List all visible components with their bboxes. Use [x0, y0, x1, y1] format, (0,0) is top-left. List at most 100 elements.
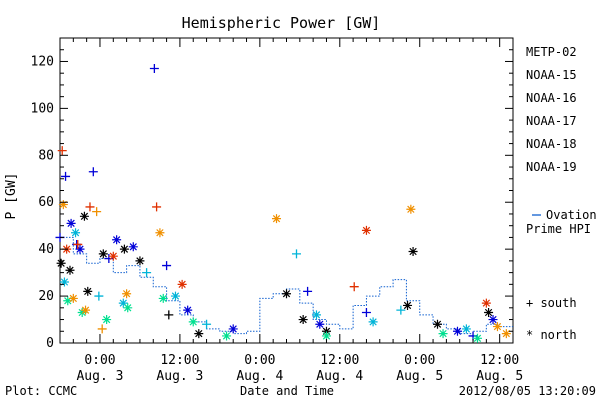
star-marker — [63, 296, 73, 306]
plus-marker — [202, 319, 212, 329]
star-marker — [71, 228, 81, 238]
star-marker — [361, 225, 371, 235]
star-marker — [484, 308, 494, 317]
star-marker — [65, 265, 75, 275]
x-axis-label: Date and Time — [240, 384, 334, 398]
plus-marker — [361, 308, 371, 317]
plus-marker — [88, 167, 98, 177]
star-marker — [298, 315, 308, 325]
plus-marker — [291, 249, 301, 259]
plus-marker — [73, 239, 83, 249]
star-marker — [155, 228, 165, 238]
star-marker — [108, 251, 118, 261]
legend-entry-noaa-18: NOAA-18 — [526, 137, 577, 151]
ovation-legend-line1: Ovation — [546, 208, 597, 222]
plus-marker — [303, 286, 313, 296]
star-marker — [123, 303, 133, 313]
star-marker — [75, 244, 85, 254]
x-tick-date-label: Aug. 3 — [76, 369, 123, 384]
x-tick-time-label: 12:00 — [480, 353, 519, 368]
star-marker — [83, 286, 93, 296]
star-marker — [321, 331, 331, 341]
star-marker — [433, 319, 442, 329]
star-marker — [170, 291, 180, 301]
series-noaa-17 — [63, 293, 482, 343]
star-marker — [406, 204, 416, 214]
star-marker — [112, 235, 122, 245]
footer-timestamp: 2012/08/05 13:20:09 — [459, 384, 596, 398]
star-marker — [321, 326, 331, 336]
star-marker — [438, 329, 448, 339]
legend-entry-metp-02: METP-02 — [526, 45, 577, 59]
star-marker — [315, 319, 325, 329]
star-marker — [158, 293, 168, 303]
x-tick-date-label: Aug. 3 — [156, 369, 203, 384]
star-marker — [122, 289, 132, 299]
series-noaa-15 — [55, 64, 498, 341]
star-marker — [222, 331, 232, 341]
series-legend: METP-02 NOAA-15 NOAA-16 NOAA-17 NOAA-18 NOAA-… — [526, 45, 597, 342]
star-marker — [461, 324, 471, 334]
x-tick-date-label: Aug. 4 — [316, 369, 363, 384]
star-marker — [311, 310, 321, 320]
star-marker — [98, 249, 108, 259]
legend-entry-noaa-19: NOAA-19 — [526, 160, 577, 174]
star-marker — [408, 247, 418, 256]
plus-marker — [97, 324, 107, 334]
star-marker — [79, 211, 89, 221]
legend-entry-noaa-16: NOAA-16 — [526, 91, 577, 105]
x-tick-date-label: Aug. 5 — [396, 369, 443, 384]
star-marker — [56, 258, 66, 268]
y-tick-label: 100 — [31, 101, 54, 116]
x-tick-time-label: 0:00 — [404, 353, 435, 368]
star-marker — [403, 300, 413, 310]
star-marker — [177, 279, 187, 289]
star-marker — [68, 293, 78, 303]
plus-marker — [164, 310, 174, 320]
chart-title: Hemispheric Power [GW] — [182, 14, 381, 32]
plus-marker — [85, 202, 95, 212]
series-noaa-18 — [58, 200, 511, 339]
star-marker — [488, 315, 498, 325]
footer-plot-credit: Plot: CCMC — [5, 384, 77, 398]
y-tick-label: 0 — [46, 336, 54, 351]
x-tick-date-label: Aug. 4 — [236, 369, 283, 384]
series-metp-02 — [56, 211, 494, 339]
x-tick-time-label: 0:00 — [244, 353, 275, 368]
plus-marker — [149, 64, 159, 73]
y-tick-label: 120 — [31, 54, 54, 69]
star-marker — [58, 200, 68, 210]
star-marker — [77, 308, 87, 317]
plus-marker — [162, 261, 172, 271]
star-marker — [368, 317, 378, 327]
star-marker — [118, 298, 128, 308]
plus-marker — [61, 171, 71, 181]
y-tick-label: 40 — [38, 242, 54, 257]
star-marker — [472, 333, 482, 343]
star-marker — [135, 256, 145, 266]
star-marker — [81, 305, 91, 315]
plus-marker — [57, 146, 67, 156]
star-marker — [128, 242, 138, 252]
star-marker — [102, 315, 112, 325]
y-tick-label: 80 — [38, 148, 54, 163]
plot-area — [55, 37, 514, 344]
ovation-legend-line2: Prime HPI — [526, 222, 591, 236]
x-tick-time-label: 12:00 — [320, 353, 359, 368]
y-axis-label: P [GW] — [4, 173, 19, 220]
star-marker — [282, 289, 291, 299]
plus-marker — [92, 207, 102, 217]
star-marker — [183, 305, 193, 315]
star-marker — [481, 298, 491, 308]
x-tick-time-label: 12:00 — [160, 353, 199, 368]
y-tick-label: 20 — [38, 289, 54, 304]
plus-marker — [349, 282, 359, 292]
x-tick-date-label: Aug. 5 — [476, 369, 523, 384]
star-marker — [119, 244, 129, 254]
x-tick-time-label: 0:00 — [84, 353, 115, 368]
star-marker — [501, 329, 511, 339]
star-marker — [492, 322, 502, 332]
marker-legend-north: * north — [526, 328, 577, 342]
star-marker — [59, 277, 69, 287]
